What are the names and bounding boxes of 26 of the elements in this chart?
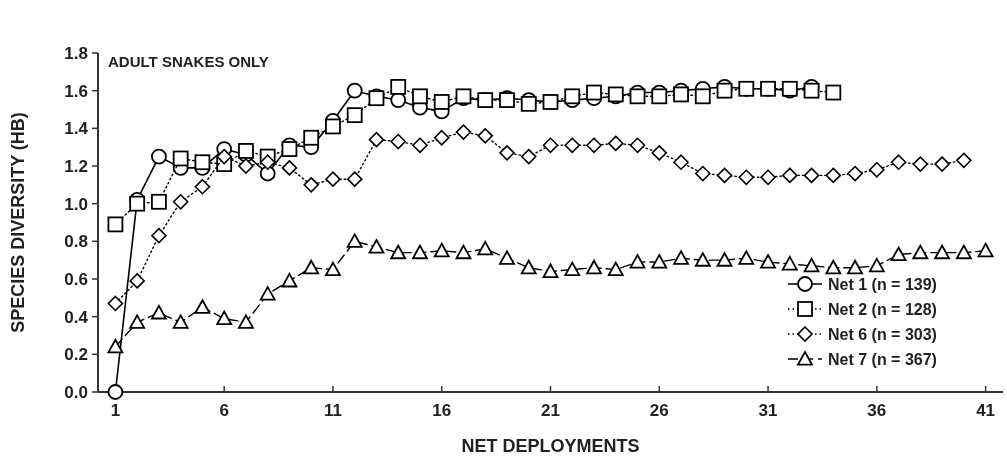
y-tick-label: 1.8 — [64, 43, 88, 63]
y-tick-label: 1.0 — [64, 194, 88, 214]
y-tick-label: 0.2 — [64, 345, 88, 365]
x-tick-label: 31 — [758, 401, 778, 420]
x-tick-label: 1 — [110, 401, 121, 420]
x-tick-label: 16 — [432, 401, 452, 420]
legend-label: Net 7 (n = 367) — [828, 350, 937, 368]
legend-label: Net 1 (n = 139) — [828, 275, 937, 293]
y-axis-title: SPECIES DIVERSITY (HB) — [8, 112, 28, 333]
y-tick-label: 1.2 — [64, 156, 88, 176]
x-tick-label: 41 — [976, 401, 996, 420]
y-tick-label: 0.4 — [64, 307, 89, 327]
legend-label: Net 6 (n = 303) — [828, 325, 937, 343]
y-tick-label: 1.4 — [64, 119, 89, 139]
annotation: ADULT SNAKES ONLY — [108, 53, 269, 70]
y-tick-label: 0.0 — [64, 382, 88, 402]
legend-label: Net 2 (n = 128) — [828, 300, 937, 318]
y-tick-label: 0.8 — [64, 232, 88, 252]
x-tick-label: 36 — [867, 401, 887, 420]
x-tick-label: 11 — [323, 401, 342, 420]
x-tick-label: 26 — [649, 401, 669, 420]
x-tick-label: 21 — [541, 401, 560, 420]
x-tick-label: 6 — [219, 401, 229, 420]
y-tick-label: 0.6 — [64, 269, 88, 289]
y-tick-label: 1.6 — [64, 81, 88, 101]
x-axis-title: NET DEPLOYMENTS — [461, 436, 640, 456]
